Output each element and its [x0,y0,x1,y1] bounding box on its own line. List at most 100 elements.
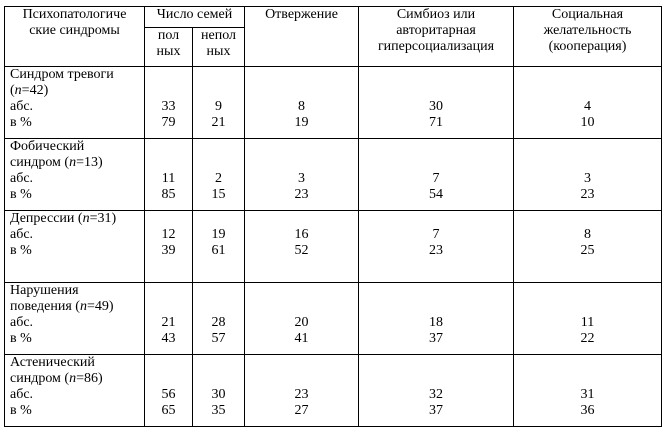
syndrome-cell: Нарушения поведения (n=49) абс. в % [4,282,145,355]
syndrome-name: Депрессии (n=31) [10,211,117,226]
abs-value: 28 [211,315,226,330]
abs-value: 11 [161,171,176,186]
syndrome-name: синдром (n=86) [10,371,103,386]
pct-value: 36 [580,403,595,418]
table-row: Синдром тревоги (n=42) абс. в % 33 79 9 21 8 19 30… [4,66,662,139]
pct-value: 35 [211,403,226,418]
abs-value: 9 [215,99,222,114]
abs-value: 3 [298,171,305,186]
header-social: Социальная желательность (кооперация) [513,6,662,67]
value-cell: 3 23 [513,138,662,211]
pct-value: 27 [294,403,309,418]
value-cell: 16 52 [244,210,359,283]
pct-value: 23 [580,187,595,202]
syndrome-cell: Депрессии (n=31) абс. в % [4,210,145,283]
abs-value: 2 [215,171,222,186]
value-cell: 11 22 [513,282,662,355]
abs-value: 7 [432,171,440,186]
pct-value: 39 [161,243,176,258]
value-cell: 33 79 [144,66,193,139]
abs-label: абс. [10,171,34,186]
pct-value: 25 [580,243,595,258]
pct-label: в % [10,115,32,130]
table-row: Нарушения поведения (n=49) абс. в % 21 43 28 57… [4,282,662,355]
pct-value: 10 [580,115,595,130]
syndrome-name: Астенический [10,355,95,370]
value-cell: 12 39 [144,210,193,283]
value-cell: 56 65 [144,354,193,427]
abs-value: 11 [580,315,595,330]
pct-value: 22 [580,331,595,346]
value-cell: 4 10 [513,66,662,139]
abs-label: абс. [10,99,34,114]
header-incomplete: непол ных [192,27,245,67]
pct-label: в % [10,243,32,258]
abs-value: 30 [211,387,226,402]
syndrome-cell: Астенический синдром (n=86) абс. в % [4,354,145,427]
syndrome-cell: Синдром тревоги (n=42) абс. в % [4,66,145,139]
abs-value: 12 [161,227,176,242]
value-cell: 19 61 [192,210,245,283]
syndrome-cell: Фобический синдром (n=13) абс. в % [4,138,145,211]
abs-value: 19 [211,227,226,242]
abs-value: 7 [432,227,440,242]
pct-value: 23 [429,243,443,258]
pct-value: 57 [211,331,226,346]
value-cell: 21 43 [144,282,193,355]
header-full: пол ных [144,27,193,67]
abs-value: 21 [161,315,176,330]
value-cell: 32 37 [358,354,514,427]
pct-value: 65 [161,403,176,418]
value-cell: 23 27 [244,354,359,427]
pct-value: 52 [294,243,309,258]
syndrome-name: Нарушения [10,283,79,298]
value-cell: 7 54 [358,138,514,211]
value-cell: 31 36 [513,354,662,427]
pct-value: 21 [211,115,226,130]
syndrome-name: синдром (n=13) [10,155,103,170]
pct-value: 23 [294,187,309,202]
pct-value: 41 [294,331,309,346]
table-row: Астенический синдром (n=86) абс. в % 56 65 30 3… [4,354,662,427]
pct-value: 71 [429,115,443,130]
value-cell: 8 25 [513,210,662,283]
abs-value: 33 [161,99,176,114]
pct-value: 19 [294,115,309,130]
abs-value: 23 [294,387,309,402]
pct-value: 79 [161,115,176,130]
abs-value: 3 [584,171,591,186]
value-cell: 30 35 [192,354,245,427]
abs-value: 8 [584,227,591,242]
syndrome-name: поведения (n=49) [10,299,114,314]
value-cell: 20 41 [244,282,359,355]
syndrome-name: Фобический [10,139,85,154]
value-cell: 2 15 [192,138,245,211]
value-cell: 3 23 [244,138,359,211]
abs-value: 20 [294,315,309,330]
value-cell: 9 21 [192,66,245,139]
value-cell: 30 71 [358,66,514,139]
header-rejection: Отвержение [244,6,359,67]
value-cell: 11 85 [144,138,193,211]
pct-label: в % [10,331,32,346]
value-cell: 8 19 [244,66,359,139]
abs-value: 18 [429,315,443,330]
header-syndromes: Психопатологиче ские синдромы [4,6,145,67]
syndrome-family-table: Психопатологиче ские синдромы Число семей… [4,6,662,427]
pct-value: 37 [429,403,443,418]
abs-label: абс. [10,227,34,242]
pct-label: в % [10,187,32,202]
abs-value: 32 [429,387,443,402]
abs-value: 30 [429,99,443,114]
table-row: Депрессии (n=31) абс. в % 12 39 19 61 16 52 7 23 8 2… [4,210,662,283]
pct-value: 43 [161,331,176,346]
pct-value: 54 [429,187,443,202]
header-symbiosis: Симбиоз или авторитарная гиперсоциализац… [358,6,514,67]
pct-value: 15 [211,187,226,202]
pct-value: 85 [161,187,176,202]
abs-label: абс. [10,315,34,330]
table-row: Фобический синдром (n=13) абс. в % 11 85 2 15 3 2… [4,138,662,211]
abs-value: 16 [294,227,309,242]
value-cell: 7 23 [358,210,514,283]
pct-value: 61 [211,243,226,258]
